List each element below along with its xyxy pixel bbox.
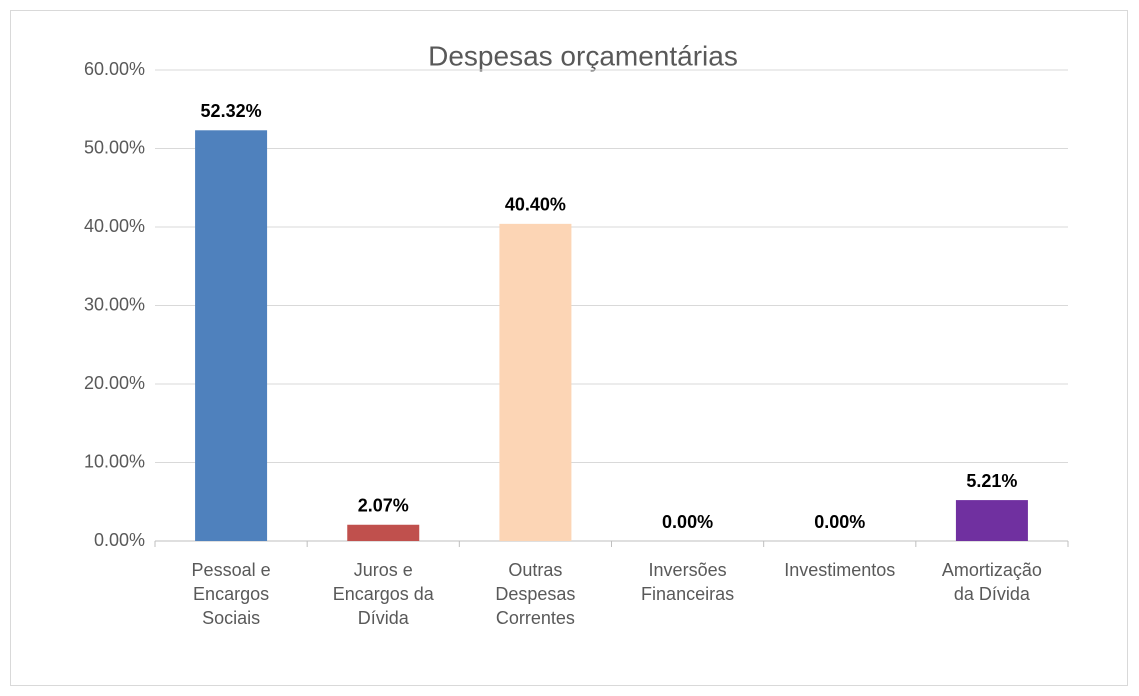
data-label: 0.00% [814, 512, 865, 532]
data-label: 2.07% [358, 496, 409, 516]
bar [499, 223, 572, 542]
x-tick-label: Amortização da Dívida [941, 560, 1042, 604]
data-label: 52.32% [201, 101, 262, 121]
bar [955, 500, 1028, 541]
y-tick-label: 40.00% [84, 216, 145, 236]
data-label: 5.21% [966, 471, 1017, 491]
data-label: 40.40% [505, 195, 566, 215]
y-tick-label: 0.00% [94, 530, 145, 550]
y-tick-label: 20.00% [84, 373, 145, 393]
x-tick-label: Pessoal e Encargos Sociais [191, 560, 271, 628]
bar [195, 130, 268, 541]
x-tick-label: Investimentos [784, 560, 896, 580]
data-label: 0.00% [662, 512, 713, 532]
x-tick-label: Juros e Encargos da Dívida [332, 560, 434, 628]
x-tick-label: Inversões Financeiras [641, 560, 735, 604]
bar [347, 524, 420, 541]
y-tick-label: 30.00% [84, 294, 145, 314]
chart-title: Despesas orçamentárias [428, 40, 738, 71]
x-tick-label: Outras Despesas Correntes [495, 560, 576, 628]
y-tick-label: 10.00% [84, 451, 145, 471]
y-tick-label: 60.00% [84, 59, 145, 79]
y-tick-label: 50.00% [84, 137, 145, 157]
